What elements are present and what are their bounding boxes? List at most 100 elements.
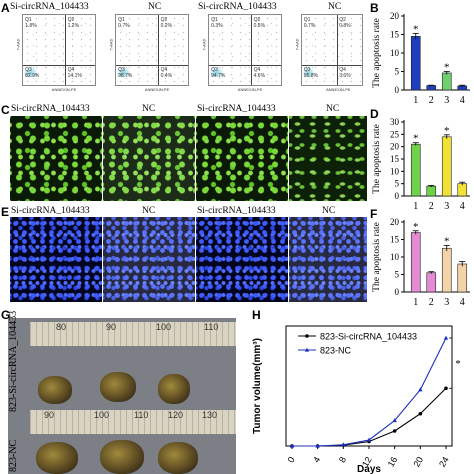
panel-letter-c: C	[1, 103, 10, 117]
significance-marker: *	[444, 125, 450, 137]
y-tick-label: 30	[390, 117, 400, 127]
tumor-si-3	[158, 374, 190, 404]
fluorescence-image-blue-2	[103, 217, 195, 302]
panel-letter-d: D	[370, 107, 379, 121]
legend-label: 823-NC	[320, 346, 352, 356]
series-line	[292, 387, 447, 447]
flow-y-axis-label: 7-AAD	[108, 38, 114, 50]
fluorescence-image-blue-4	[289, 217, 367, 302]
series-point	[392, 429, 397, 433]
flow-x-axis-label: ANNEXIN-PE	[237, 87, 263, 92]
green-label-3: Si-circRNA_104433	[197, 104, 276, 114]
row-label-si: 823-Si-circRNA_104433	[8, 310, 19, 412]
y-tick-label: 0	[395, 85, 400, 95]
fluorescence-image-green-4	[289, 116, 367, 201]
series-point	[443, 335, 449, 340]
significance-marker: *	[413, 221, 419, 233]
bar	[457, 263, 468, 293]
bar-chart-b: The apoptosis rate 0 5 10 15 20 * 1 2 * 3 4	[372, 11, 470, 106]
panel-letter-h: H	[252, 308, 261, 322]
bar	[426, 185, 437, 197]
flow-quadrant-q4: Q4 0.4%	[160, 66, 173, 79]
series-line	[292, 337, 447, 447]
green-label-2: NC	[142, 104, 156, 114]
plot-frame	[285, 325, 453, 447]
y-tick-label: 10	[390, 166, 400, 176]
legend-marker	[304, 347, 310, 352]
y-tick-label: 15	[390, 30, 400, 40]
flow-label-4: NC	[328, 2, 342, 12]
flow-gate-horizontal	[116, 65, 188, 67]
green-label-1: Si-circRNA_104433	[11, 104, 90, 114]
ruler-bottom-tick: 100	[94, 410, 110, 420]
line-chart-h: Tumor volume(mm³) 0 4 8 12 16 20 24 Days 823-Si-c…	[252, 325, 461, 474]
legend-label: 823-Si-circRNA_104433	[320, 332, 417, 342]
panel-letter-e: E	[1, 205, 10, 219]
ruler-bottom-tick: 90	[44, 410, 55, 420]
x-tick-label: 24	[437, 455, 451, 469]
y-axis-label: The apoptosis rate	[372, 222, 382, 292]
flow-x-axis-label: ANNEXIN-PE	[51, 87, 77, 92]
y-axis-label: The apoptosis rate	[372, 18, 382, 88]
panel-letter-b: B	[370, 1, 379, 15]
tumor-nc-1	[36, 442, 78, 474]
flow-quadrant-q4: Q4 4.6%	[253, 66, 266, 79]
bar	[410, 143, 421, 197]
x-tick-label: 4	[460, 297, 465, 308]
series-point	[366, 437, 372, 442]
flow-x-axis-label: ANNEXIN-PE	[144, 87, 170, 92]
series-point	[289, 443, 295, 448]
flow-quadrant-q4: Q4 3.6%	[339, 66, 351, 79]
fluorescence-image-green-1	[10, 116, 102, 201]
bar-chart-d: The apoptosis rate 0 5 10 15 20 25 30 * 1 2 * 3 4	[372, 117, 470, 212]
x-tick-label: 3	[444, 201, 449, 212]
y-tick-label: 20	[390, 11, 400, 21]
significance-marker: *	[444, 235, 450, 247]
flow-quadrant-q4: Q4 14.1%	[67, 66, 82, 79]
blue-label-4: NC	[322, 206, 336, 216]
fluorescence-image-green-2	[103, 116, 195, 201]
series-point	[418, 411, 423, 416]
flow-quadrant-q1: Q1 0.7%	[118, 17, 130, 30]
flow-label-1: Si-circRNA_104433	[10, 2, 89, 12]
bar	[426, 85, 437, 91]
panel-letter-a: A	[1, 1, 10, 15]
fluorescence-image-green-3	[196, 116, 288, 201]
flow-quadrant-q3: Q3 82.9%	[25, 66, 40, 79]
flow-quadrant-q3: Q3 95.8%	[303, 66, 318, 79]
y-axis-label: Tumor volume(mm³)	[252, 338, 263, 434]
x-tick-label: 4	[311, 455, 322, 464]
series-point	[392, 418, 397, 423]
x-tick-label: 4	[460, 201, 465, 212]
flow-y-axis-label: 7-AAD	[294, 38, 300, 50]
ruler-top-tick: 100	[156, 322, 172, 332]
x-tick-label: 12	[360, 455, 374, 469]
x-tick-label: 2	[429, 297, 434, 308]
x-tick-label: 1	[413, 95, 418, 106]
flow-quadrant-q3: Q3 98.7%	[118, 66, 133, 79]
significance-bracket	[449, 337, 453, 389]
y-tick-label: 10	[390, 252, 400, 262]
tumor-nc-2	[100, 440, 144, 474]
x-tick-label: 4	[460, 95, 465, 106]
series-point	[444, 386, 448, 391]
significance-marker: *	[413, 133, 419, 145]
bar-chart-f: The apoptosis rate 0 5 10 15 20 * 1 2 * 3 4	[372, 217, 470, 308]
flow-gate-vertical	[336, 15, 338, 85]
ruler-bottom-tick: 130	[202, 410, 218, 420]
blue-label-1: Si-circRNA_104433	[11, 206, 90, 216]
flow-quadrant-q2: Q2 1.2%	[67, 17, 80, 30]
y-tick-label: 20	[390, 217, 400, 227]
x-tick-label: 1	[413, 201, 418, 212]
flow-quadrant-q2: Q2 0.2%	[160, 17, 173, 30]
flow-gate-vertical	[64, 15, 66, 85]
y-tick-label: 15	[390, 235, 400, 245]
x-tick-label: 8	[337, 455, 348, 464]
y-axis-label: The apoptosis rate	[372, 124, 382, 194]
tumor-si-1	[38, 376, 72, 404]
x-tick-label: 2	[429, 95, 434, 106]
flow-gate-horizontal	[302, 65, 362, 67]
flow-y-axis-label: 7-AAD	[201, 38, 207, 50]
bar	[410, 232, 421, 293]
flow-x-axis-label: ANNEXIN-PE	[326, 87, 351, 92]
